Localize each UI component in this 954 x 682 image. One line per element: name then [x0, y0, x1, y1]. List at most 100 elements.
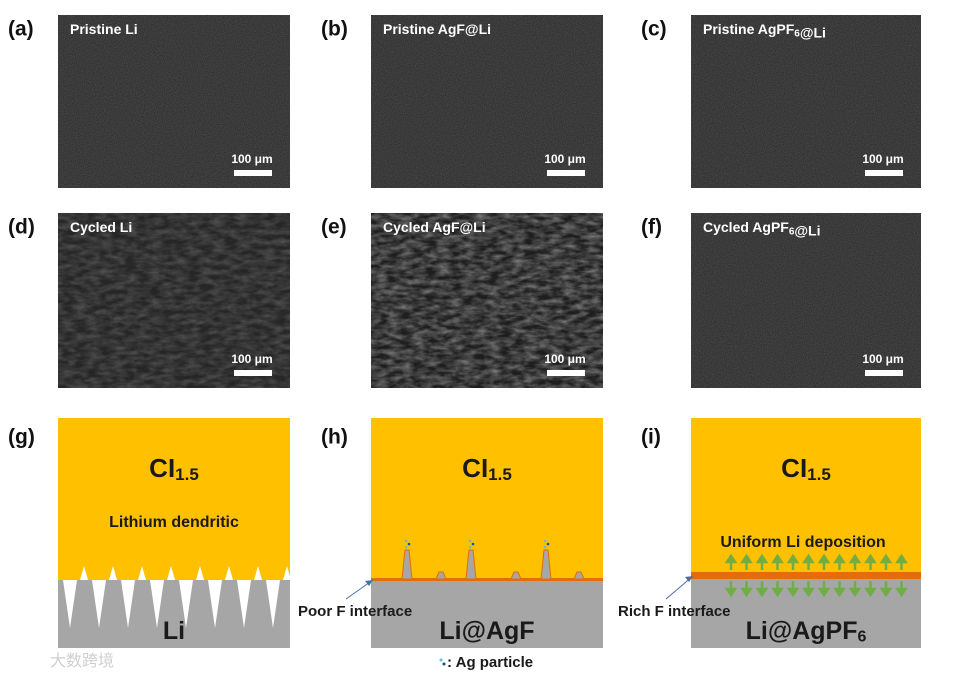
- protrusion: [540, 549, 552, 580]
- arrow-down: [848, 581, 862, 598]
- rich-text: Li: [163, 617, 185, 645]
- dendrite: [121, 580, 135, 628]
- panel-label: (d): [8, 216, 35, 239]
- subscript: 1.5: [175, 465, 199, 484]
- panel-label: (i): [641, 426, 661, 449]
- scale-bar: [547, 170, 585, 176]
- dendrite-tip: [80, 566, 88, 580]
- dendrite: [63, 580, 77, 628]
- text-part: @Li: [794, 222, 820, 238]
- dendrite-tip: [167, 566, 175, 580]
- arrow-down: [864, 581, 877, 598]
- scale-bar: [234, 170, 272, 176]
- callout: Poor F interface: [298, 603, 412, 620]
- text-part: Cycled AgF@Li: [383, 219, 486, 235]
- arrow-up: [786, 553, 800, 570]
- arrow-down: [879, 581, 893, 598]
- arrow-up: [740, 553, 753, 570]
- arrow-up: [817, 553, 831, 570]
- sem-texture: [58, 213, 290, 388]
- arrow-up: [864, 553, 877, 570]
- sem-texture: [58, 15, 290, 188]
- text-part: Pristine AgPF: [703, 21, 795, 37]
- protrusion: [510, 571, 522, 580]
- panel-label: (h): [321, 426, 348, 449]
- text-part: CI: [462, 453, 488, 483]
- dendrite: [266, 580, 280, 628]
- arrow-up: [755, 553, 769, 570]
- rich-text: Pristine AgPF6@Li: [703, 21, 826, 41]
- protrusion: [573, 571, 585, 580]
- callout-head: [365, 580, 373, 586]
- text-part: Li@AgPF: [746, 617, 858, 645]
- lithium: [371, 580, 603, 648]
- text-part: Cycled Li: [70, 219, 132, 235]
- scale-bar: [547, 370, 585, 376]
- arrow-down: [786, 581, 800, 598]
- scale-label: 100 μm: [544, 352, 585, 366]
- caption: Lithium dendritic: [109, 514, 239, 531]
- arrow-up: [879, 553, 893, 570]
- rich-text: CI1.5: [462, 453, 512, 485]
- interface: [691, 572, 921, 579]
- rich-text: Cycled AgPF6@Li: [703, 219, 821, 239]
- rich-text: CI1.5: [781, 453, 831, 485]
- scale-label: 100 μm: [862, 152, 903, 166]
- rich-text: Li@AgF: [439, 617, 534, 645]
- electrolyte: [691, 418, 921, 576]
- ag-dot: [404, 539, 408, 543]
- panel-label: (g): [8, 426, 35, 449]
- subscript: 6: [789, 226, 795, 237]
- ag-dot: [543, 545, 547, 549]
- dendrite: [179, 580, 193, 628]
- dendrite-tip: [138, 566, 146, 580]
- arrow-down: [833, 581, 846, 598]
- panel-label: (a): [8, 18, 34, 41]
- text-part: Pristine Li: [70, 21, 138, 37]
- scale-bar: [865, 170, 903, 176]
- arrow-up: [802, 553, 815, 570]
- arrow-down: [817, 581, 831, 598]
- panel-label: (e): [321, 216, 347, 239]
- dendrite-tip: [196, 566, 204, 580]
- rich-text: Cycled AgF@Li: [383, 219, 486, 235]
- scale-label: 100 μm: [862, 352, 903, 366]
- arrow-up: [895, 553, 908, 570]
- ag-dot: [543, 539, 547, 543]
- protrusion: [435, 571, 447, 580]
- subscript: 1.5: [807, 465, 831, 484]
- callout-head: [685, 576, 693, 582]
- arrow-down: [771, 581, 784, 598]
- scale-label: 100 μm: [231, 152, 272, 166]
- dendrite-tip: [225, 566, 233, 580]
- text-part: @Li: [800, 24, 826, 40]
- text-part: Li@AgF: [439, 617, 534, 645]
- arrow-down: [740, 581, 753, 598]
- panel-label: (b): [321, 18, 348, 41]
- subscript: 1.5: [488, 465, 512, 484]
- scale-bar: [865, 370, 903, 376]
- rich-text: Cycled Li: [70, 219, 132, 235]
- arrow-up: [848, 553, 862, 570]
- ag-dot: [468, 539, 472, 543]
- caption: Uniform Li deposition: [720, 534, 885, 551]
- ag-dot: [407, 542, 411, 546]
- sem-texture: [691, 213, 921, 388]
- sem-texture: [371, 213, 603, 388]
- panel-label: (c): [641, 18, 667, 41]
- interface: [371, 578, 603, 581]
- dendrite-tip: [109, 566, 117, 580]
- arrow-down: [755, 581, 769, 598]
- dendrite-tip: [254, 566, 262, 580]
- legend: : Ag particle: [447, 654, 533, 671]
- watermark: 大数跨境: [50, 651, 114, 670]
- dendrite-tip: [283, 566, 291, 580]
- protrusion: [465, 549, 477, 580]
- text-part: Cycled AgPF: [703, 219, 789, 235]
- sem-texture: [691, 15, 921, 188]
- arrow-down: [895, 581, 908, 598]
- ag-dot: [404, 545, 408, 549]
- scale-label: 100 μm: [231, 352, 272, 366]
- dendrite: [237, 580, 251, 628]
